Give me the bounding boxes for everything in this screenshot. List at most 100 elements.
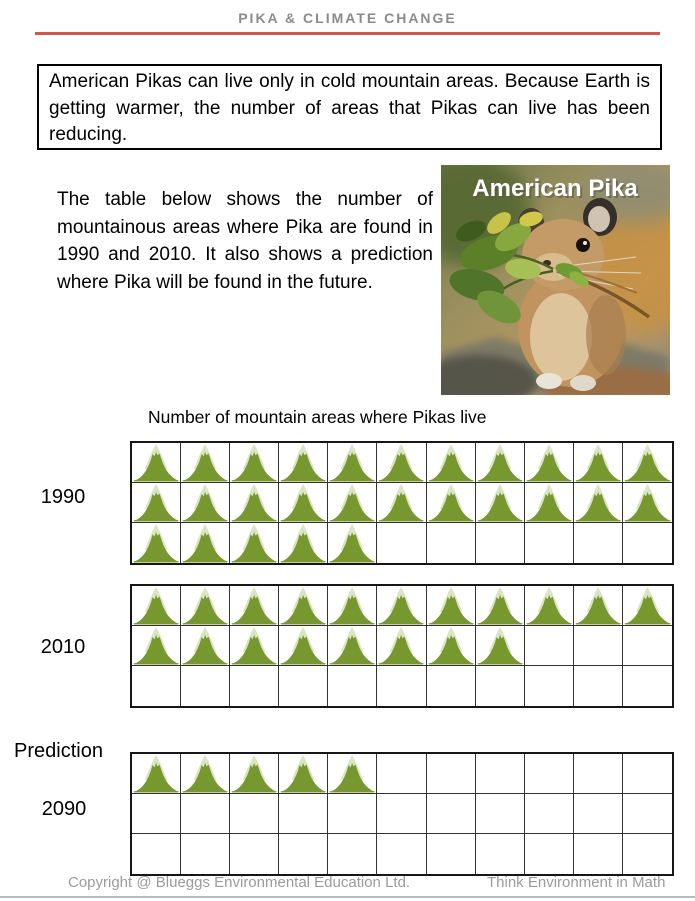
grid-cell	[574, 834, 623, 874]
mountain-icon	[230, 754, 278, 793]
grid-cell	[328, 586, 378, 626]
footer-copyright: Copyright @ Blueggs Environmental Educat…	[68, 874, 411, 891]
mountain-icon	[181, 754, 229, 793]
grid-cell	[475, 443, 525, 483]
grid-cell	[377, 443, 427, 483]
grid-cell	[181, 483, 231, 523]
grid-cell	[132, 666, 182, 706]
mountain-icon	[279, 443, 327, 482]
mountain-icon	[427, 626, 475, 665]
grid-cell	[377, 586, 427, 626]
mountain-icon	[427, 586, 475, 625]
grid-cell	[476, 666, 525, 706]
mountain-icon	[377, 483, 426, 522]
mountain-icon	[623, 483, 672, 522]
grid-cell	[181, 834, 231, 874]
grid-cell	[524, 626, 574, 666]
grid-cell	[230, 834, 280, 874]
grid-cell	[181, 754, 231, 794]
mountain-icon	[181, 626, 229, 665]
grid-cell	[427, 523, 476, 563]
grid-cell	[328, 483, 378, 523]
grid-cell	[623, 523, 672, 563]
pika-photo: American Pika American Pika	[441, 165, 670, 395]
grid-cell	[279, 626, 329, 666]
grid-cell	[328, 666, 378, 706]
grid-cell	[573, 483, 623, 523]
grid-cell	[573, 794, 623, 834]
grid-cell	[279, 834, 329, 874]
mountain-icon	[279, 483, 327, 522]
grid-cell	[622, 586, 672, 626]
grid-cell	[328, 794, 378, 834]
pika-photo-illustration: American Pika American Pika	[441, 165, 670, 395]
year-label-1990: 1990	[40, 486, 86, 508]
mountain-icon	[328, 754, 376, 793]
grid-cell	[426, 754, 476, 794]
intro-box: American Pikas can live only in cold mou…	[37, 64, 662, 150]
mountain-icon	[476, 483, 524, 522]
grid-cell	[377, 666, 427, 706]
grid-cell	[230, 626, 280, 666]
grid-cell	[181, 523, 231, 563]
mountain-icon	[574, 586, 622, 625]
grid-cell	[328, 754, 378, 794]
grid-cell	[525, 666, 574, 706]
grid-cell	[279, 754, 329, 794]
mountain-icon	[476, 443, 524, 482]
mountain-icon	[377, 586, 426, 625]
mountain-icon	[377, 443, 426, 482]
grid-cell	[279, 523, 329, 563]
photo-caption: American Pika	[472, 175, 638, 202]
grid-cell	[377, 626, 427, 666]
mountain-icon	[279, 754, 327, 793]
grid-cell	[328, 834, 378, 874]
mountain-icon	[230, 523, 278, 563]
mountain-icon	[525, 586, 573, 625]
mountain-icon	[574, 483, 622, 522]
mountain-icon	[328, 626, 376, 665]
grid-cell	[427, 834, 476, 874]
grid-cell	[328, 443, 378, 483]
grid-cell	[622, 443, 672, 483]
grid-cell	[524, 794, 574, 834]
grid-cell	[573, 443, 623, 483]
grid-cell	[622, 794, 672, 834]
mountain-icon	[476, 626, 524, 665]
grid-cell	[132, 523, 182, 563]
grid-cell	[279, 483, 329, 523]
mountain-icon	[181, 523, 229, 563]
mountain-icon	[525, 443, 573, 482]
mountain-icon	[181, 443, 229, 482]
grid-cell	[574, 523, 623, 563]
grid-cell	[475, 754, 525, 794]
mountain-icon	[525, 483, 573, 522]
grid-cell	[426, 483, 476, 523]
grid-cell	[525, 523, 574, 563]
intro-text: American Pikas can live only in cold mou…	[49, 71, 650, 146]
grid-cell	[377, 483, 427, 523]
grid-cell	[132, 483, 182, 523]
grid-cell	[475, 794, 525, 834]
grid-cell	[132, 794, 182, 834]
mountain-icon	[427, 483, 475, 522]
grid-cell	[427, 666, 476, 706]
grid-cell	[476, 523, 525, 563]
grid-cell	[132, 834, 182, 874]
grid-cell	[622, 754, 672, 794]
grid-cell	[524, 443, 574, 483]
grid-cell	[525, 834, 574, 874]
photo-caption-shadow: American Pika	[474, 177, 640, 204]
grid-cell	[426, 794, 476, 834]
grid-cell	[328, 523, 378, 563]
grid-cell	[132, 626, 182, 666]
grid-cell	[475, 626, 525, 666]
grid-cell	[279, 666, 329, 706]
mountain-icon	[279, 523, 327, 563]
mountain-icon	[377, 626, 426, 665]
mountain-icon	[328, 523, 376, 563]
grid-cell	[230, 794, 280, 834]
grid-cell	[181, 626, 231, 666]
grid-cell	[230, 443, 280, 483]
